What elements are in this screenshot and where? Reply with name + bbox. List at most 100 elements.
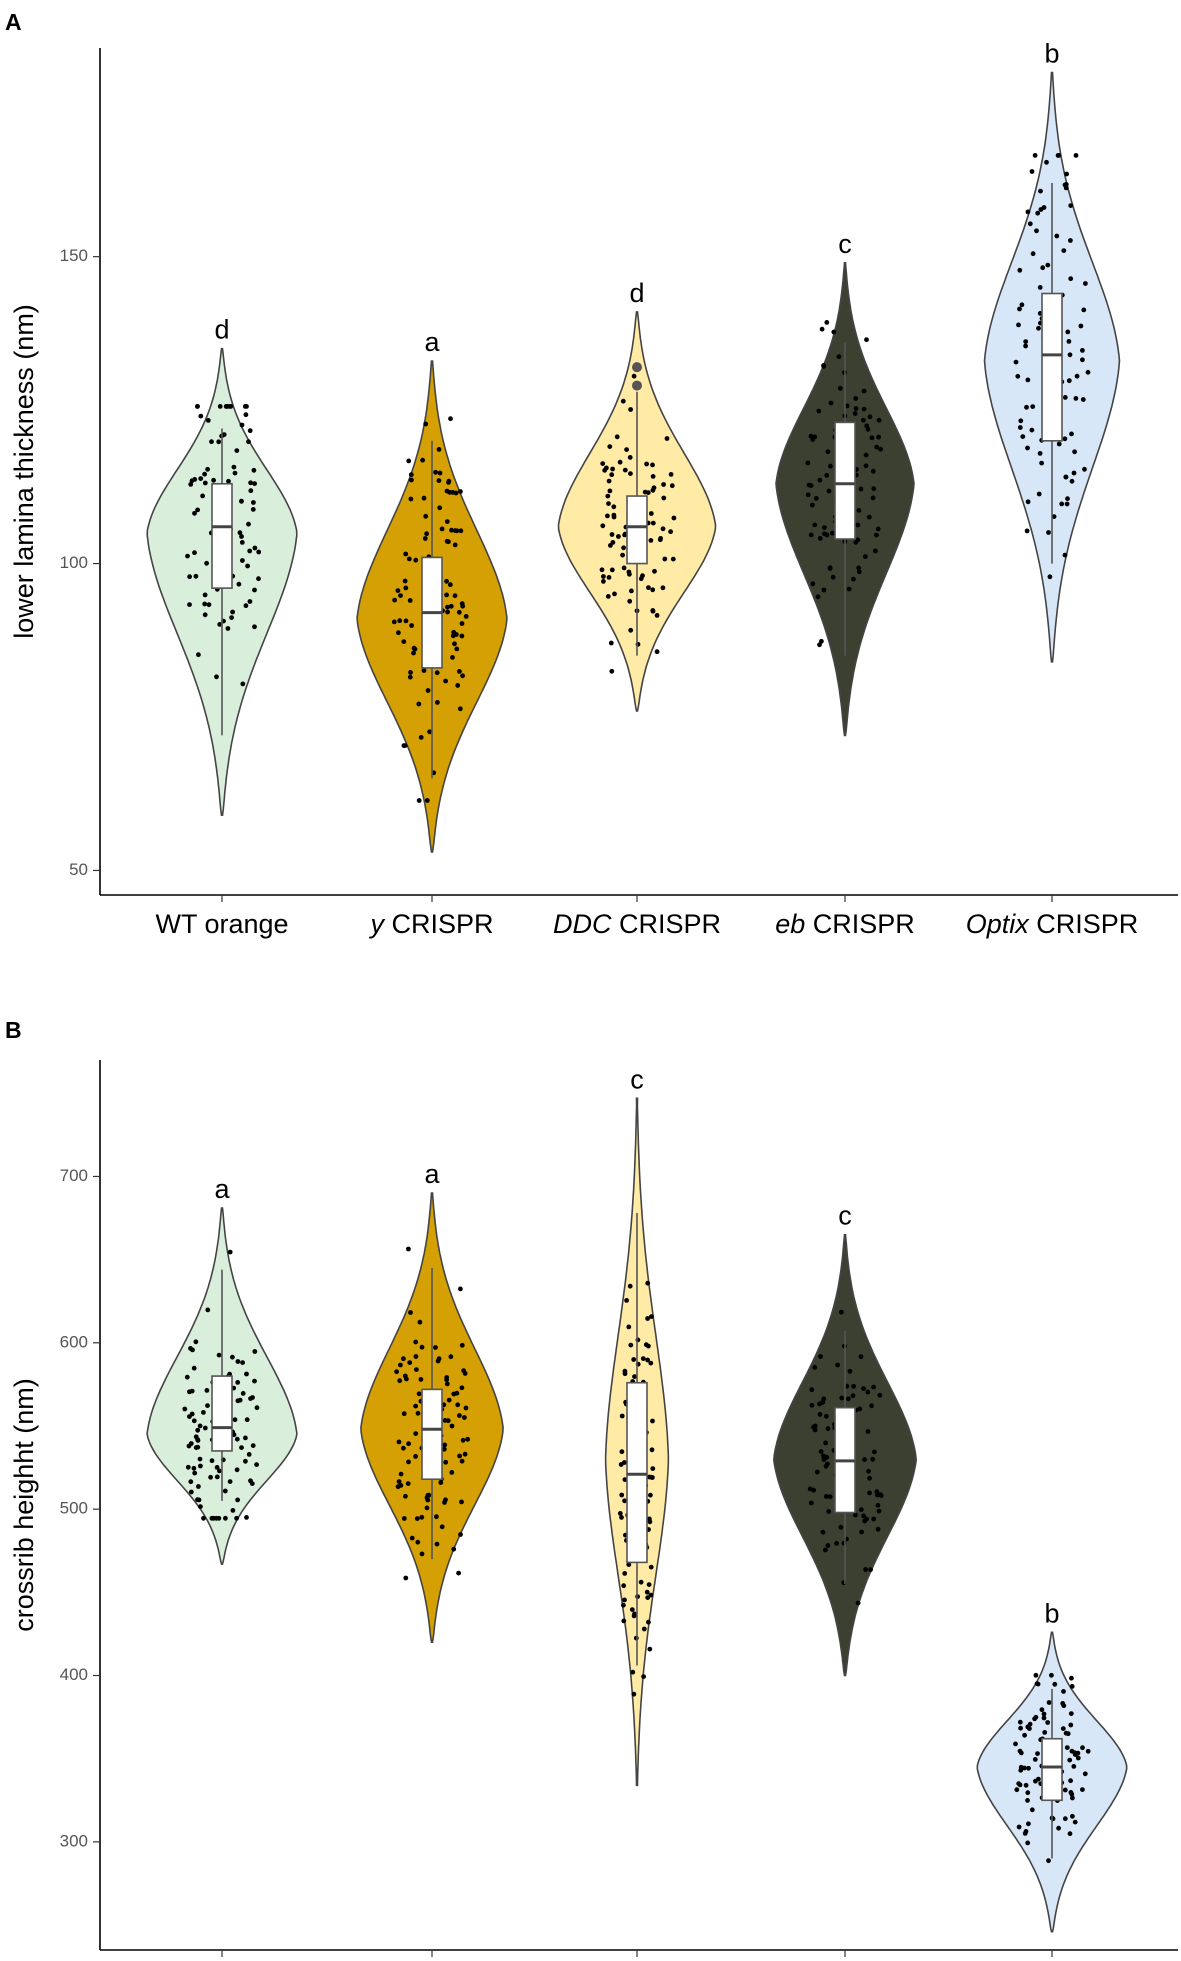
- jitter-point: [192, 477, 198, 482]
- jitter-point: [1020, 434, 1026, 439]
- jitter-point: [408, 496, 414, 502]
- jitter-point: [214, 1515, 219, 1521]
- jitter-point: [1065, 496, 1070, 502]
- jitter-point: [816, 408, 822, 414]
- jitter-point: [649, 1447, 655, 1453]
- jitter-point: [626, 1562, 632, 1567]
- jitter-point: [1085, 1748, 1091, 1754]
- jitter-point: [1066, 378, 1072, 384]
- jitter-point: [818, 1449, 824, 1454]
- jitter-point: [631, 1357, 637, 1362]
- jitter-point: [1068, 276, 1074, 282]
- jitter-point: [449, 1470, 455, 1475]
- jitter-point: [433, 469, 438, 475]
- jitter-point: [650, 474, 656, 479]
- jitter-point: [425, 1497, 431, 1503]
- jitter-point: [1018, 418, 1024, 424]
- jitter-point: [442, 1418, 448, 1423]
- jitter-point: [228, 404, 234, 409]
- jitter-point: [874, 444, 880, 450]
- jitter-point: [439, 1524, 445, 1530]
- jitter-point: [1033, 1672, 1039, 1678]
- jitter-point: [1056, 1825, 1061, 1831]
- jitter-point: [650, 608, 656, 613]
- jitter-point: [1080, 348, 1085, 353]
- jitter-point: [415, 1410, 421, 1416]
- jitter-point: [198, 413, 204, 419]
- jitter-point: [186, 1443, 192, 1449]
- jitter-point: [457, 1453, 462, 1459]
- jitter-point: [812, 1365, 818, 1370]
- jitter-point: [622, 1477, 628, 1482]
- jitter-point: [189, 1388, 195, 1394]
- jitter-point: [192, 1470, 198, 1476]
- jitter-point: [195, 1427, 201, 1433]
- jitter-point: [861, 1513, 866, 1519]
- jitter-point: [821, 1453, 826, 1459]
- jitter-point: [256, 549, 262, 555]
- jitter-point: [668, 472, 674, 477]
- jitter-point: [408, 472, 414, 478]
- jitter-point: [830, 574, 836, 580]
- jitter-point: [406, 1441, 411, 1447]
- y-tick-label: 400: [60, 1665, 88, 1684]
- jitter-point: [409, 1535, 415, 1541]
- jitter-point: [443, 1497, 448, 1503]
- jitter-point: [874, 532, 879, 538]
- jitter-point: [650, 520, 656, 526]
- jitter-point: [195, 1438, 201, 1443]
- jitter-point: [861, 388, 867, 394]
- jitter-point: [202, 471, 208, 477]
- jitter-point: [406, 556, 412, 562]
- jitter-point: [630, 1669, 636, 1675]
- jitter-point: [459, 621, 465, 626]
- jitter-point: [445, 604, 450, 610]
- jitter-point: [621, 545, 626, 551]
- jitter-point: [831, 329, 837, 335]
- jitter-point: [248, 1396, 253, 1401]
- jitter-point: [621, 1583, 627, 1589]
- jitter-point: [398, 1471, 404, 1477]
- jitter-point: [217, 404, 223, 409]
- jitter-point: [455, 1402, 461, 1408]
- jitter-point: [1029, 427, 1035, 433]
- jitter-point: [609, 472, 615, 478]
- jitter-point: [1068, 238, 1073, 243]
- jitter-point: [461, 1368, 466, 1374]
- jitter-point: [864, 423, 869, 429]
- jitter-point: [442, 1442, 448, 1448]
- jitter-point: [187, 574, 193, 580]
- jitter-point: [193, 1434, 199, 1440]
- group-ddc-2: d DDC CRISPR: [553, 278, 721, 939]
- jitter-point: [1025, 499, 1031, 505]
- jitter-point: [1073, 396, 1079, 401]
- jitter-point: [193, 573, 199, 579]
- jitter-point: [1070, 1795, 1075, 1801]
- jitter-point: [234, 1515, 240, 1521]
- jitter-point: [196, 652, 201, 658]
- jitter-point: [208, 1474, 214, 1480]
- jitter-point: [240, 1391, 246, 1396]
- jitter-point: [1080, 357, 1085, 363]
- jitter-point: [1017, 1748, 1023, 1754]
- jitter-point: [1056, 153, 1062, 158]
- jitter-point: [205, 466, 211, 472]
- jitter-point: [216, 1352, 222, 1358]
- significance-letter: a: [214, 1174, 230, 1204]
- jitter-point: [1049, 1672, 1054, 1678]
- jitter-point: [192, 550, 197, 556]
- jitter-point: [423, 421, 429, 427]
- jitter-point: [661, 482, 666, 487]
- jitter-point: [818, 1354, 823, 1359]
- group-ddc-2: cDDC CRISPR: [604, 1064, 670, 1957]
- jitter-point: [805, 460, 811, 466]
- jitter-point: [866, 514, 872, 520]
- y-tick-label: 50: [69, 860, 88, 879]
- jitter-point: [855, 522, 861, 528]
- jitter-point: [454, 1390, 460, 1396]
- jitter-point: [403, 618, 409, 624]
- jitter-point: [1068, 1711, 1074, 1716]
- jitter-point: [202, 1425, 208, 1431]
- jitter-point: [863, 554, 868, 559]
- jitter-point: [413, 1339, 419, 1345]
